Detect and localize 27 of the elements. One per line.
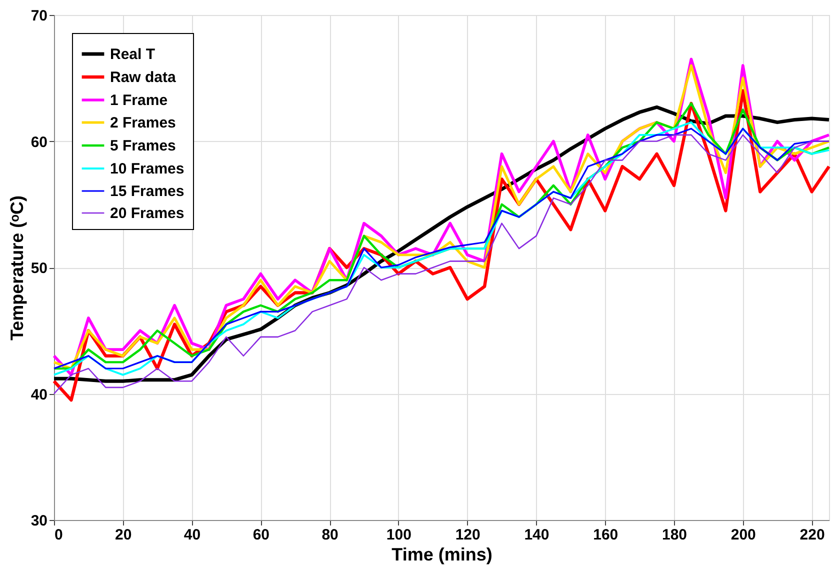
legend-label: 2 Frames (110, 114, 176, 132)
y-tick-label: 30 (30, 512, 48, 530)
x-tick-label: 200 (730, 526, 756, 544)
legend-label: 1 Frame (110, 92, 168, 109)
x-tick-label: 180 (662, 526, 688, 544)
x-tick-label: 220 (800, 526, 825, 544)
legend-label: Raw data (110, 69, 177, 86)
y-axis-title: Temperature (ᵒC) (6, 195, 27, 341)
legend-label: 10 Frames (110, 160, 184, 178)
x-tick-label: 20 (115, 526, 132, 544)
legend-label: 20 Frames (110, 205, 184, 222)
x-tick-label: 0 (54, 526, 63, 544)
x-tick-label: 140 (524, 526, 550, 544)
x-tick-label: 160 (593, 526, 618, 544)
x-tick-label: 60 (252, 526, 270, 544)
legend-label: Real T (110, 46, 156, 63)
x-tick-label: 100 (386, 526, 412, 544)
y-tick-label: 50 (30, 260, 48, 277)
y-tick-label: 40 (30, 386, 48, 404)
x-tick-label: 80 (322, 526, 338, 544)
legend-label: 15 Frames (110, 183, 184, 200)
x-axis-title: Time (mins) (392, 544, 492, 564)
x-tick-label: 40 (184, 526, 201, 544)
x-tick-label: 120 (455, 526, 480, 544)
y-tick-label: 70 (30, 8, 48, 24)
legend-label: 5 Frames (110, 138, 176, 154)
y-tick-label: 60 (30, 134, 48, 151)
